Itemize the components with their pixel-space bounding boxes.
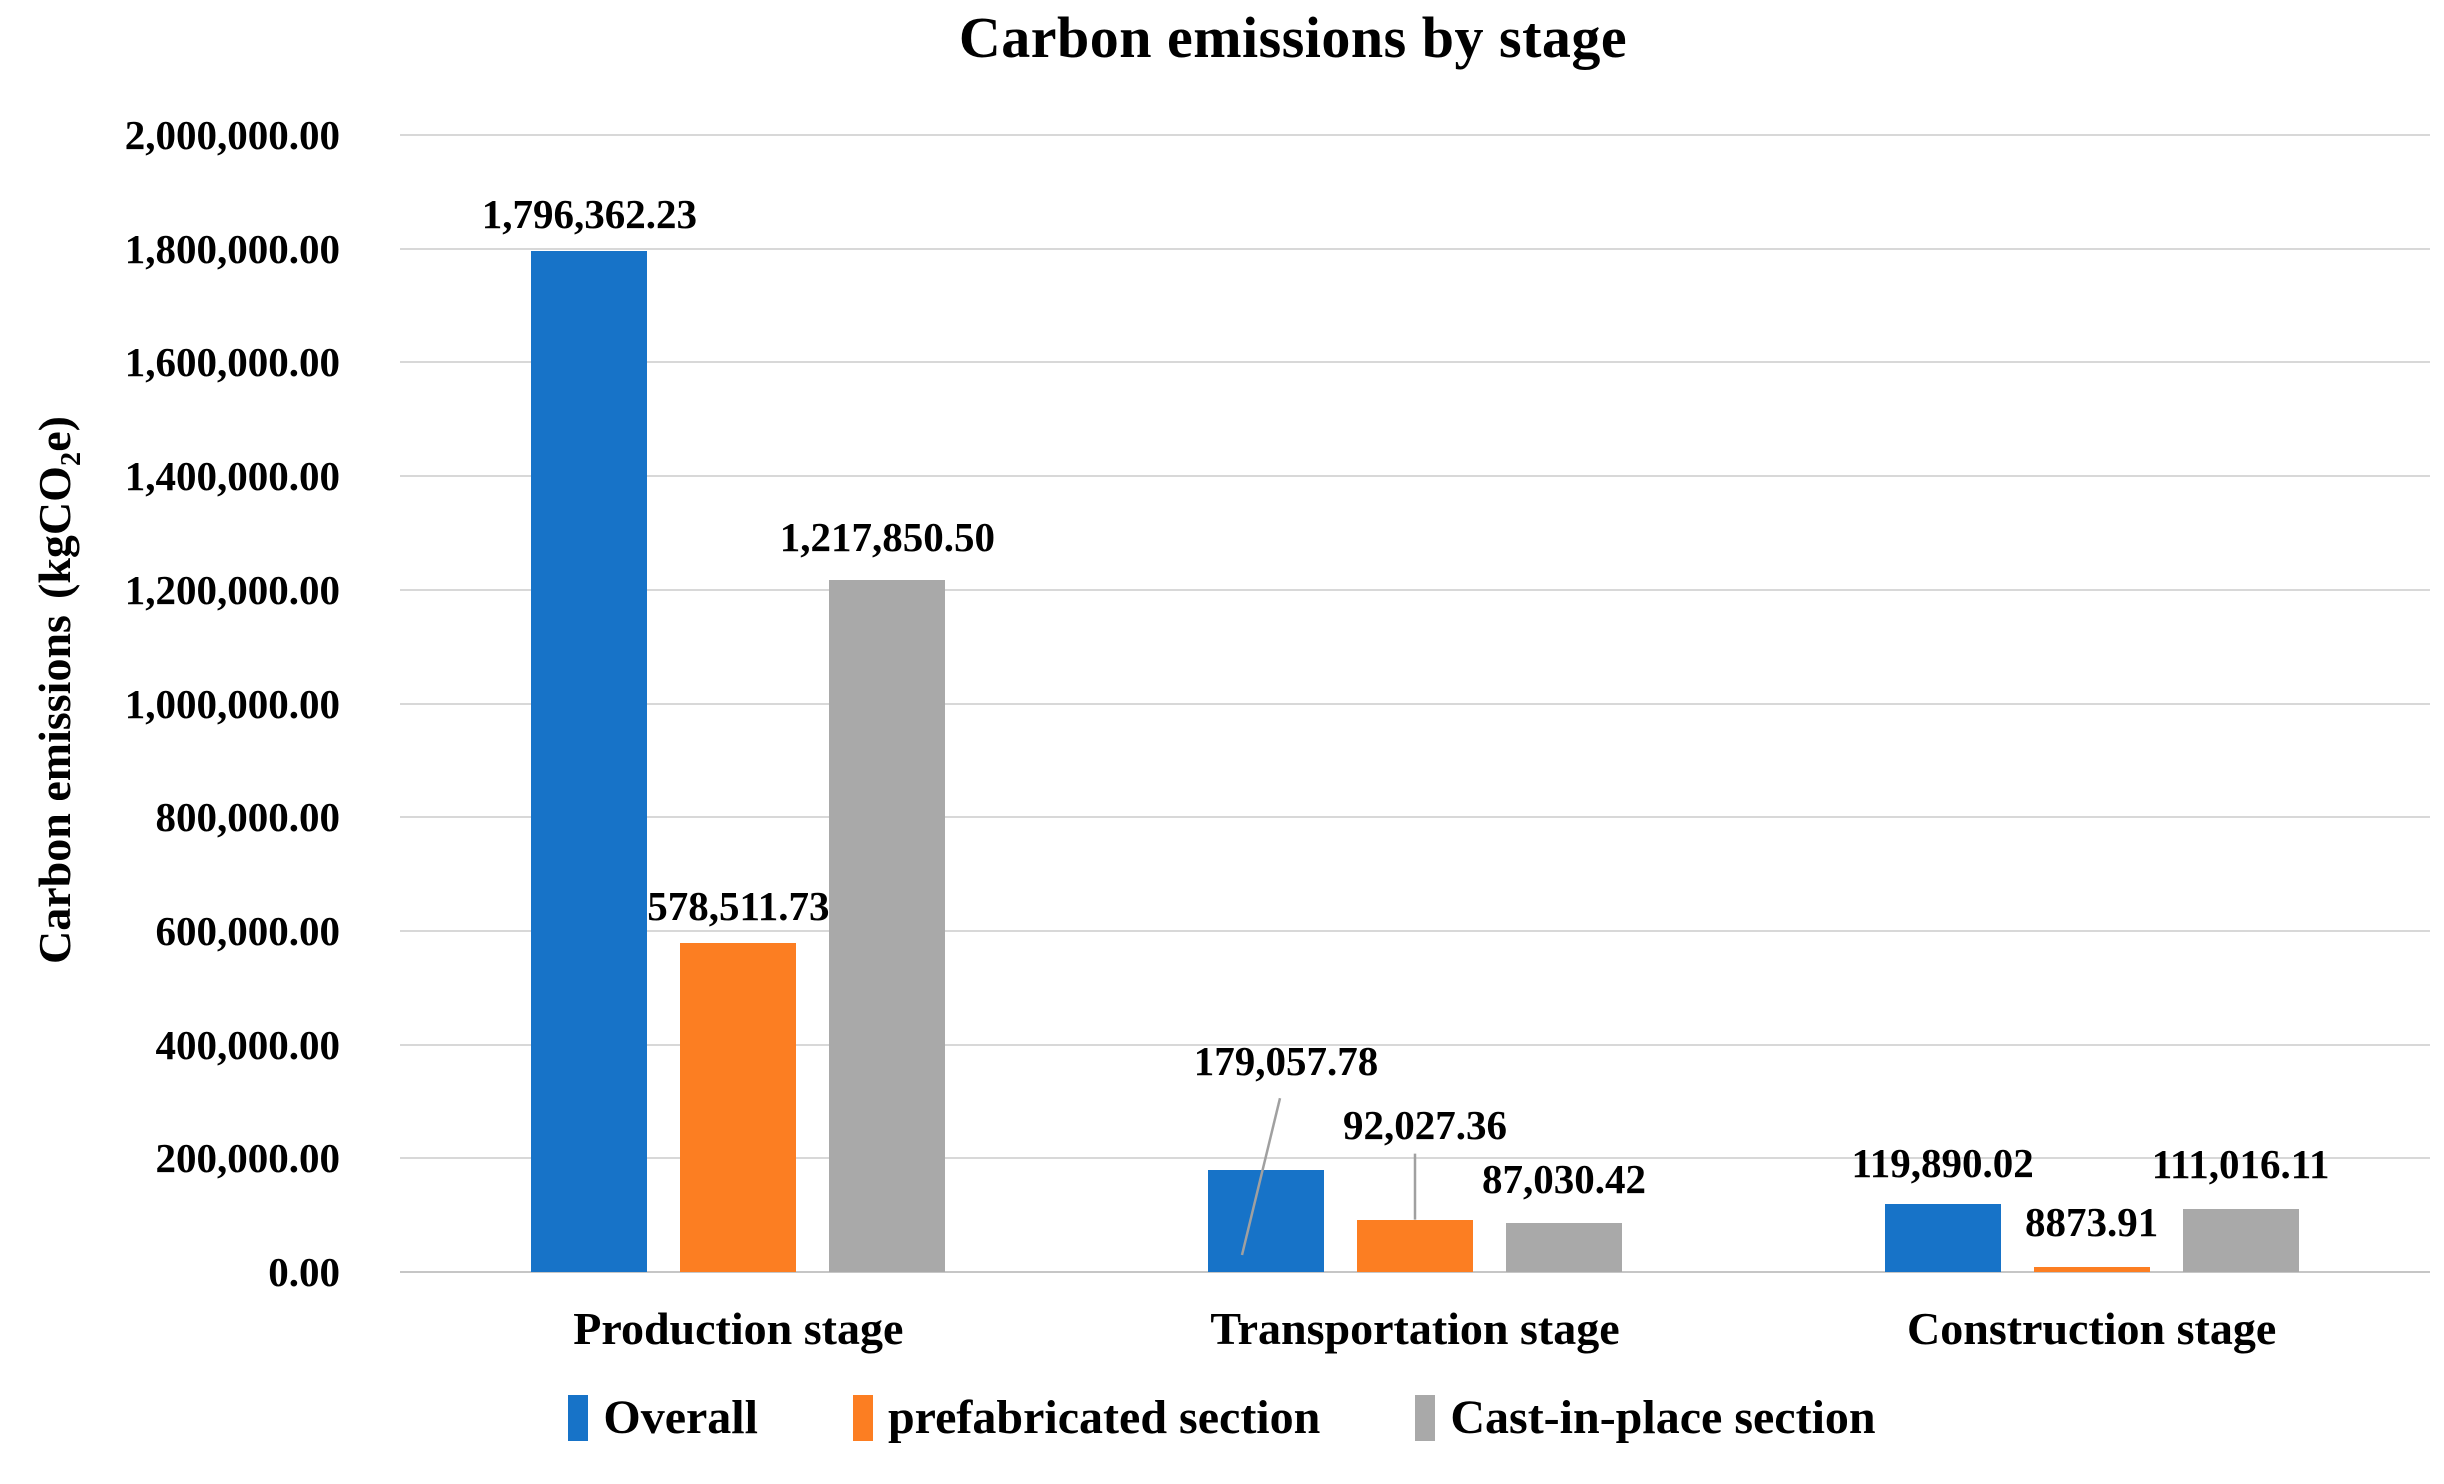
- bar-overall-2: [1208, 1170, 1324, 1272]
- x-category-label: Construction stage: [1907, 1303, 2277, 1354]
- y-tick-label: 400,000.00: [155, 1021, 341, 1068]
- chart-title: Carbon emissions by stage: [958, 5, 1628, 70]
- bar-value-label: 1,217,850.50: [779, 513, 995, 560]
- y-tick-label: 1,800,000.00: [124, 225, 340, 272]
- bar-prefabricated-section-1: [680, 943, 797, 1272]
- bar-value-label: 578,511.73: [647, 883, 830, 930]
- legend-item-cast-in-place-section: Cast-in-place section: [1415, 1390, 1876, 1445]
- y-tick-label: 1,400,000.00: [124, 453, 340, 500]
- y-tick-label: 200,000.00: [155, 1135, 341, 1182]
- legend-swatch-icon: [568, 1394, 589, 1441]
- bar-cast-in-place-section-3: [2182, 1208, 2299, 1272]
- legend-swatch-icon: [1415, 1394, 1436, 1441]
- legend-item-prefabricated-section: prefabricated section: [852, 1390, 1321, 1445]
- y-tick-label: 0.00: [268, 1249, 340, 1295]
- y-tick-label: 1,600,000.00: [124, 339, 340, 386]
- bar-cast-in-place-section-1: [829, 579, 946, 1272]
- bar-value-label: 1,796,362.23: [481, 190, 697, 237]
- gridline: [400, 588, 2430, 591]
- bar-overall-1: [531, 250, 648, 1272]
- x-category-label: Transportation stage: [1210, 1303, 1620, 1354]
- gridline: [400, 247, 2430, 250]
- gridline: [400, 475, 2430, 478]
- legend-item-overall: Overall: [568, 1390, 758, 1445]
- bar-value-label: 8873.91: [2025, 1198, 2159, 1245]
- bar-cast-in-place-section-2: [1506, 1222, 1622, 1272]
- legend: Overall prefabricated section Cast-in-plac…: [0, 1390, 2444, 1445]
- bar-value-label: 119,890.02: [1851, 1139, 2034, 1186]
- legend-label: Cast-in-place section: [1450, 1391, 1876, 1444]
- y-tick-label: 2,000,000.00: [124, 112, 340, 158]
- gridline: [400, 361, 2430, 364]
- gridline: [400, 929, 2430, 932]
- bar-overall-3: [1884, 1203, 2001, 1272]
- bar-prefabricated-section-3: [2033, 1266, 2150, 1272]
- y-tick-label: 1,200,000.00: [124, 566, 340, 613]
- bar-value-label: 92,027.36: [1343, 1101, 1507, 1148]
- bar-prefabricated-section-2: [1357, 1219, 1473, 1272]
- legend-label: Overall: [603, 1391, 758, 1444]
- gridline: [400, 1043, 2430, 1046]
- gridline: [400, 702, 2430, 705]
- x-axis-line: [400, 1271, 2430, 1273]
- y-tick-label: 600,000.00: [155, 907, 341, 954]
- gridline: [400, 134, 2430, 136]
- bar-value-label: 111,016.11: [2151, 1140, 2330, 1187]
- gridline: [400, 816, 2430, 819]
- bar-value-label: 179,057.78: [1193, 1038, 1379, 1085]
- legend-label: prefabricated section: [887, 1391, 1321, 1444]
- y-tick-label: 1,000,000.00: [124, 680, 340, 727]
- bar-value-label: 87,030.42: [1482, 1156, 1646, 1203]
- legend-swatch-icon: [852, 1394, 873, 1441]
- x-category-label: Production stage: [573, 1303, 904, 1354]
- y-tick-label: 800,000.00: [155, 794, 341, 841]
